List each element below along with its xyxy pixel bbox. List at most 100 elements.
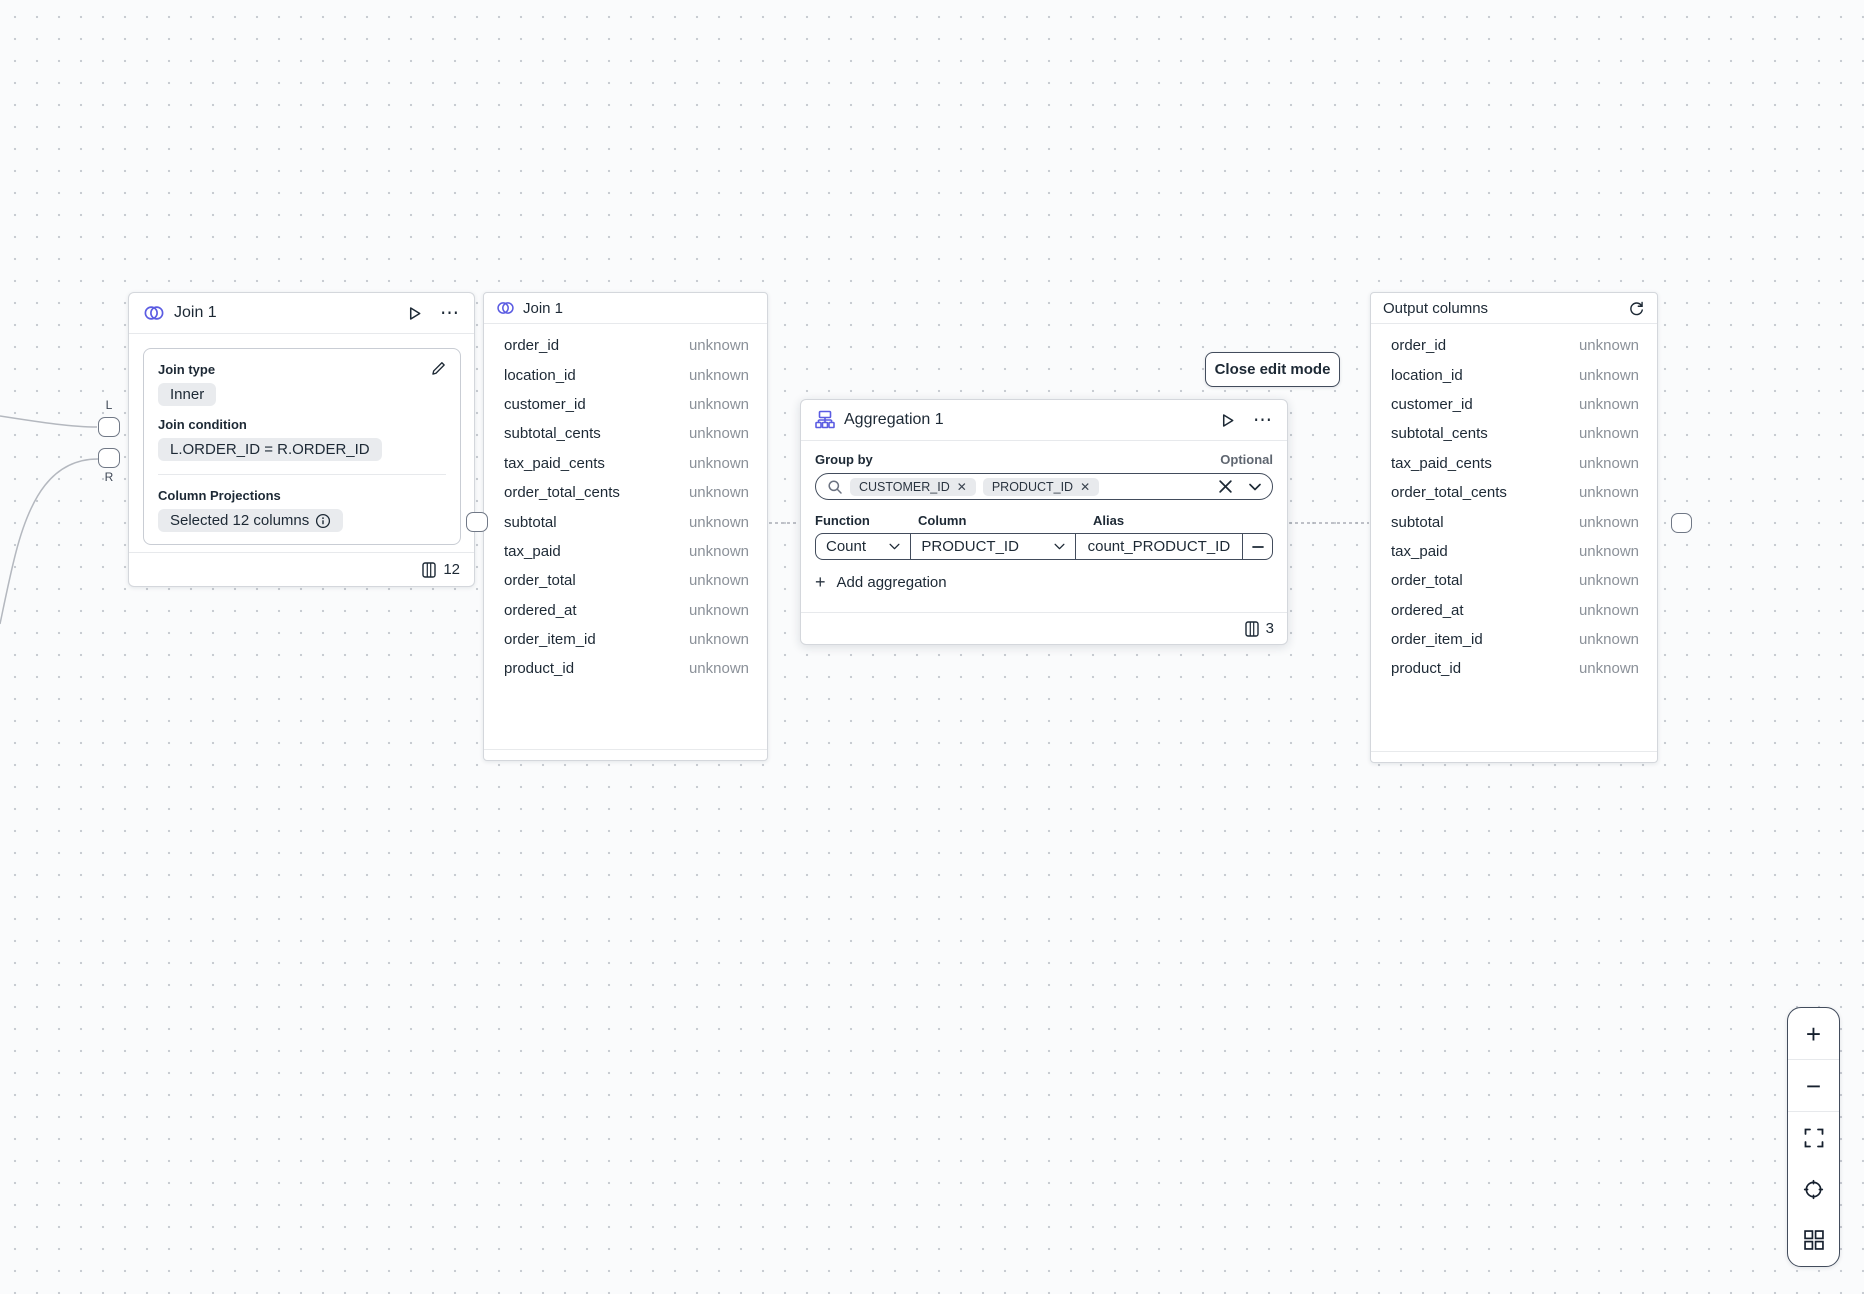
column-row: product_id unknown bbox=[1371, 654, 1657, 683]
refresh-icon[interactable] bbox=[1628, 300, 1645, 317]
column-row: order_item_id unknown bbox=[484, 625, 767, 654]
column-row: order_id unknown bbox=[1371, 331, 1657, 360]
canvas-zoom-toolbar: + − bbox=[1787, 1007, 1840, 1267]
clear-icon[interactable] bbox=[1218, 479, 1233, 494]
add-aggregation-label: Add aggregation bbox=[836, 573, 947, 591]
column-type: unknown bbox=[688, 425, 749, 443]
column-name: order_total_cents bbox=[1391, 484, 1507, 502]
column-name: order_total bbox=[1391, 572, 1463, 590]
column-type: unknown bbox=[688, 572, 749, 590]
join-node[interactable]: Join 1 ⋯ Join type Inner Join condition … bbox=[128, 292, 475, 587]
column-name: order_total bbox=[504, 572, 576, 590]
grid-icon bbox=[1803, 1230, 1824, 1251]
join-right-input-port[interactable] bbox=[98, 448, 120, 468]
plus-icon: + bbox=[1805, 1018, 1822, 1049]
group-by-label: Group by bbox=[815, 452, 873, 467]
output-columns-panel[interactable]: Output columns order_id unknown location… bbox=[1370, 292, 1658, 763]
columns-icon bbox=[1244, 620, 1259, 637]
run-node-button[interactable] bbox=[406, 305, 423, 322]
function-select[interactable]: Count bbox=[816, 534, 912, 559]
remove-chip-icon[interactable]: ✕ bbox=[1080, 479, 1091, 494]
column-name: order_item_id bbox=[1391, 631, 1483, 649]
join-left-input-port[interactable] bbox=[98, 417, 120, 437]
column-row: order_total unknown bbox=[1371, 566, 1657, 595]
join-column-count: 12 bbox=[443, 561, 460, 578]
aggregation-column-count-badge[interactable]: 3 bbox=[801, 612, 1287, 644]
join-node-title: Join 1 bbox=[174, 304, 217, 321]
aggregation-node[interactable]: Aggregation 1 ⋯ Group by Optional CUSTOM… bbox=[800, 399, 1288, 645]
column-row: subtotal unknown bbox=[484, 507, 767, 536]
join-columns-panel[interactable]: Join 1 order_id unknown location_id unkn… bbox=[483, 292, 768, 761]
join-condition-chip[interactable]: L.ORDER_ID = R.ORDER_ID bbox=[158, 438, 382, 461]
column-name: location_id bbox=[1391, 366, 1463, 384]
fit-view-button[interactable] bbox=[1788, 1112, 1839, 1163]
group-by-input[interactable]: CUSTOMER_ID ✕ PRODUCT_ID ✕ bbox=[815, 473, 1273, 500]
column-type: unknown bbox=[688, 484, 749, 502]
chevron-down-icon[interactable] bbox=[1249, 483, 1261, 491]
join-type-chip[interactable]: Inner bbox=[158, 383, 217, 406]
alias-input[interactable]: count_PRODUCT_ID bbox=[1076, 534, 1244, 559]
port-label-right: R bbox=[104, 470, 114, 484]
grid-view-button[interactable] bbox=[1788, 1215, 1839, 1266]
column-name: customer_id bbox=[1391, 395, 1473, 413]
column-row: location_id unknown bbox=[1371, 360, 1657, 389]
group-by-chip-label: CUSTOMER_ID bbox=[859, 479, 950, 494]
column-row: ordered_at unknown bbox=[484, 596, 767, 625]
column-row: tax_paid unknown bbox=[484, 537, 767, 566]
column-type: unknown bbox=[688, 337, 749, 355]
column-name: tax_paid bbox=[504, 542, 561, 560]
alias-label: Alias bbox=[1093, 513, 1125, 528]
column-type: unknown bbox=[1578, 395, 1639, 413]
aggregation-title: Aggregation 1 bbox=[844, 411, 944, 428]
column-type: unknown bbox=[688, 660, 749, 678]
column-name: location_id bbox=[504, 366, 576, 384]
group-by-chip-label: PRODUCT_ID bbox=[991, 479, 1074, 494]
column-row: order_total unknown bbox=[484, 566, 767, 595]
join-condition-label: Join condition bbox=[158, 417, 247, 432]
add-aggregation-button[interactable]: + Add aggregation bbox=[815, 573, 947, 591]
column-type: unknown bbox=[1578, 337, 1639, 355]
remove-chip-icon[interactable]: ✕ bbox=[956, 479, 967, 494]
fullscreen-icon bbox=[1804, 1128, 1823, 1148]
column-type: unknown bbox=[688, 601, 749, 619]
column-type: unknown bbox=[1578, 513, 1639, 531]
node-menu-button[interactable]: ⋯ bbox=[440, 302, 460, 324]
column-type: unknown bbox=[688, 542, 749, 560]
column-name: subtotal bbox=[504, 513, 557, 531]
function-label: Function bbox=[815, 513, 870, 528]
column-type: unknown bbox=[1578, 454, 1639, 472]
wire-into-right-port bbox=[0, 458, 99, 625]
group-by-chip[interactable]: PRODUCT_ID ✕ bbox=[982, 477, 1100, 496]
column-row: subtotal unknown bbox=[1371, 507, 1657, 536]
wire-into-left-port bbox=[0, 415, 98, 428]
close-edit-mode-button[interactable]: Close edit mode bbox=[1205, 352, 1340, 387]
plus-icon: + bbox=[815, 572, 826, 592]
edit-pencil-icon[interactable] bbox=[430, 360, 447, 377]
zoom-in-button[interactable]: + bbox=[1788, 1008, 1839, 1061]
column-name: product_id bbox=[504, 660, 575, 678]
function-value: Count bbox=[826, 538, 867, 555]
column-select[interactable]: PRODUCT_ID bbox=[911, 534, 1076, 559]
run-node-button[interactable] bbox=[1219, 412, 1236, 429]
column-projections-chip[interactable]: Selected 12 columns bbox=[158, 509, 344, 532]
minus-icon: − bbox=[1805, 1070, 1822, 1101]
node-menu-button[interactable]: ⋯ bbox=[1253, 409, 1273, 431]
column-row: tax_paid_cents unknown bbox=[484, 449, 767, 478]
column-row: location_id unknown bbox=[484, 360, 767, 389]
group-by-chip[interactable]: CUSTOMER_ID ✕ bbox=[850, 477, 976, 496]
column-name: subtotal_cents bbox=[504, 425, 601, 443]
zoom-out-button[interactable]: − bbox=[1788, 1060, 1839, 1113]
center-view-button[interactable] bbox=[1788, 1164, 1839, 1215]
column-name: subtotal bbox=[1391, 513, 1444, 531]
search-icon bbox=[827, 479, 843, 495]
column-name: ordered_at bbox=[1391, 601, 1464, 619]
join-output-port[interactable] bbox=[466, 512, 488, 532]
port-label-left: L bbox=[105, 398, 113, 412]
info-icon bbox=[315, 513, 331, 529]
join-column-count-badge[interactable]: 12 bbox=[129, 552, 474, 586]
flow-output-port[interactable] bbox=[1671, 513, 1692, 533]
join-columns-header: Join 1 bbox=[484, 293, 767, 324]
remove-aggregation-button[interactable] bbox=[1243, 534, 1272, 559]
column-type: unknown bbox=[1578, 660, 1639, 678]
